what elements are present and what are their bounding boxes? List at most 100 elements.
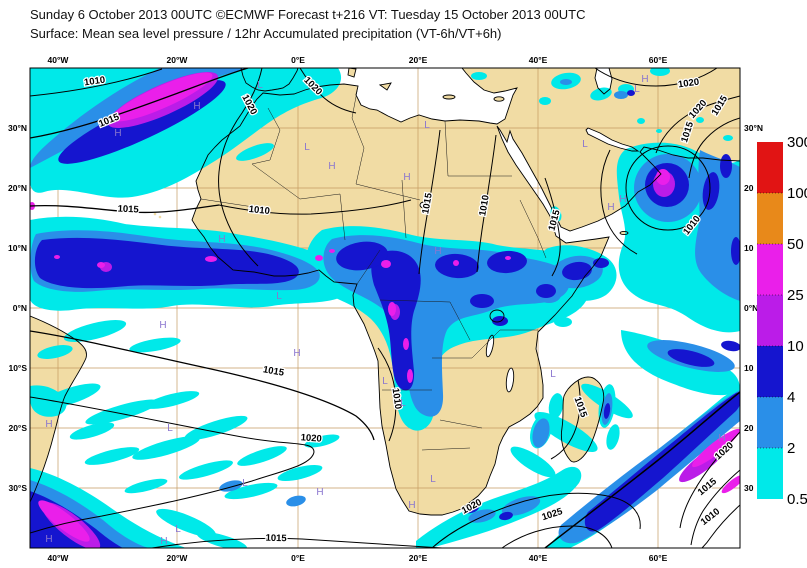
rain-4-10mm-area [720, 154, 732, 178]
rain-25-50mm-area [453, 260, 459, 266]
rain-25-50mm-area [692, 428, 740, 468]
rain-0p5-2mm-area [590, 87, 612, 101]
rain-25-50mm-area [205, 256, 217, 262]
rain-4-10mm-area [463, 504, 479, 514]
lake-tanganyika [486, 335, 494, 357]
lake-chad [420, 202, 428, 208]
high-pressure-marker: H [293, 348, 300, 359]
rain-0p5-2mm-area [39, 383, 101, 409]
isobar-value-label: 1015 [696, 476, 720, 498]
rain-4-10mm-area [721, 340, 740, 352]
rain-0p5-2mm-area [69, 422, 115, 440]
rain-4-10mm-area [34, 237, 299, 289]
lon-label-top: 20°E [409, 55, 428, 65]
lon-label-bottom: 40°E [529, 553, 548, 563]
lat-label-left: 30°S [8, 483, 27, 493]
rain-4-10mm-area [702, 172, 720, 210]
lon-label-top: 20°W [167, 55, 189, 65]
rain-25-50mm-area [505, 256, 511, 260]
rain-25-50mm-area [381, 260, 391, 268]
crete-island [443, 95, 455, 99]
rain-0p5-2mm-area [539, 97, 551, 105]
low-pressure-marker: L [175, 524, 181, 535]
legend-value-label: 2 [787, 440, 795, 457]
lat-label-left: 0°N [13, 303, 27, 313]
legend-value-label: 50 [787, 236, 804, 253]
high-pressure-marker: H [607, 202, 614, 213]
cape-verde-island [158, 215, 162, 219]
rain-0p5-2mm-area [85, 399, 159, 425]
high-pressure-marker: H [160, 536, 167, 547]
rain-25-50mm-area [111, 72, 213, 122]
isobar-line [594, 68, 718, 87]
isobar-line [688, 117, 740, 179]
rain-0p5-2mm-area [144, 391, 200, 409]
chart-header: Sunday 6 October 2013 00UTC ©ECMWF Forec… [30, 5, 585, 43]
high-pressure-marker: H [641, 74, 648, 85]
isobar-line [679, 431, 740, 529]
isobar-line [544, 391, 740, 548]
rain-4-10mm-area [667, 349, 715, 367]
rain-25-50mm-area [656, 169, 670, 185]
legend-color-swatch [757, 244, 783, 295]
rain-25-50mm-area [38, 500, 90, 542]
rain-25-50mm-area [721, 474, 740, 494]
rain-4-10mm-area [336, 241, 388, 271]
high-pressure-marker: H [328, 161, 335, 172]
rain-2-4mm-area [532, 418, 550, 448]
rain-0p5-2mm-area [277, 464, 323, 482]
high-pressure-marker: H [718, 433, 725, 444]
rain-2-4mm-area [286, 495, 306, 507]
rain-2-4mm-area [30, 68, 252, 168]
rain-0p5-2mm-area [196, 531, 248, 548]
isobar-line [377, 347, 397, 442]
high-pressure-marker: H [619, 194, 626, 205]
legend-value-label: 300 [787, 134, 807, 151]
isobar-line [625, 145, 711, 231]
rain-0p5-2mm-area [129, 337, 181, 353]
rain-4-10mm-area [470, 294, 494, 308]
low-pressure-marker: L [382, 376, 388, 387]
rain-0p5-2mm-area [637, 118, 645, 124]
rain-0p5-2mm-area [152, 152, 204, 172]
lat-label-left: 20°S [8, 423, 27, 433]
high-pressure-marker: H [45, 419, 52, 430]
rain-0p5-2mm-area [510, 446, 556, 478]
legend-color-swatch [757, 193, 783, 244]
rain-2-4mm-area [501, 496, 541, 516]
isobar-value-label: 1010 [248, 204, 270, 217]
isobar-value-label: 1015 [117, 203, 139, 215]
precipitation-shading [30, 68, 740, 548]
rain-0p5-2mm-area [124, 478, 168, 494]
cape-verde-island [153, 212, 157, 216]
rain-4-10mm-area [371, 250, 421, 391]
rain-2-4mm-area [560, 79, 572, 85]
legend-value-label: 0.5 [787, 491, 807, 508]
low-pressure-marker: L [550, 369, 556, 380]
rain-25-50mm-area [54, 255, 60, 259]
rain-0p5-2mm-area [554, 317, 572, 327]
rain-4-10mm-area [499, 511, 513, 521]
title-line-1: Sunday 6 October 2013 00UTC ©ECMWF Forec… [30, 7, 586, 22]
rain-0p5-2mm-area [416, 466, 582, 548]
isobar-value-label: 1010 [83, 75, 105, 89]
axis-tick-labels: 40°W 40°W 20°W 20°W 0°E 0°E 20°E 20°E 40°E 40°E 60… [8, 55, 763, 563]
lon-label-bottom: 20°E [409, 553, 428, 563]
title-line-2: Surface: Mean sea level pressure / 12hr … [30, 26, 502, 41]
isobar-line [690, 469, 740, 546]
lon-label-bottom: 0°E [291, 553, 305, 563]
legend-color-swatch [757, 295, 783, 346]
high-pressure-marker: H [316, 487, 323, 498]
low-pressure-marker: L [304, 142, 310, 153]
rain-0p5-2mm-area [656, 129, 662, 133]
rain-25-50mm-area [403, 338, 409, 350]
low-pressure-marker: L [430, 474, 436, 485]
rain-0p5-2mm-area [237, 446, 287, 466]
isobar-contours [30, 68, 740, 548]
high-pressure-marker: H [434, 246, 441, 257]
rain-25-50mm-area [388, 302, 396, 316]
isobar-value-label: 1015 [262, 364, 285, 379]
